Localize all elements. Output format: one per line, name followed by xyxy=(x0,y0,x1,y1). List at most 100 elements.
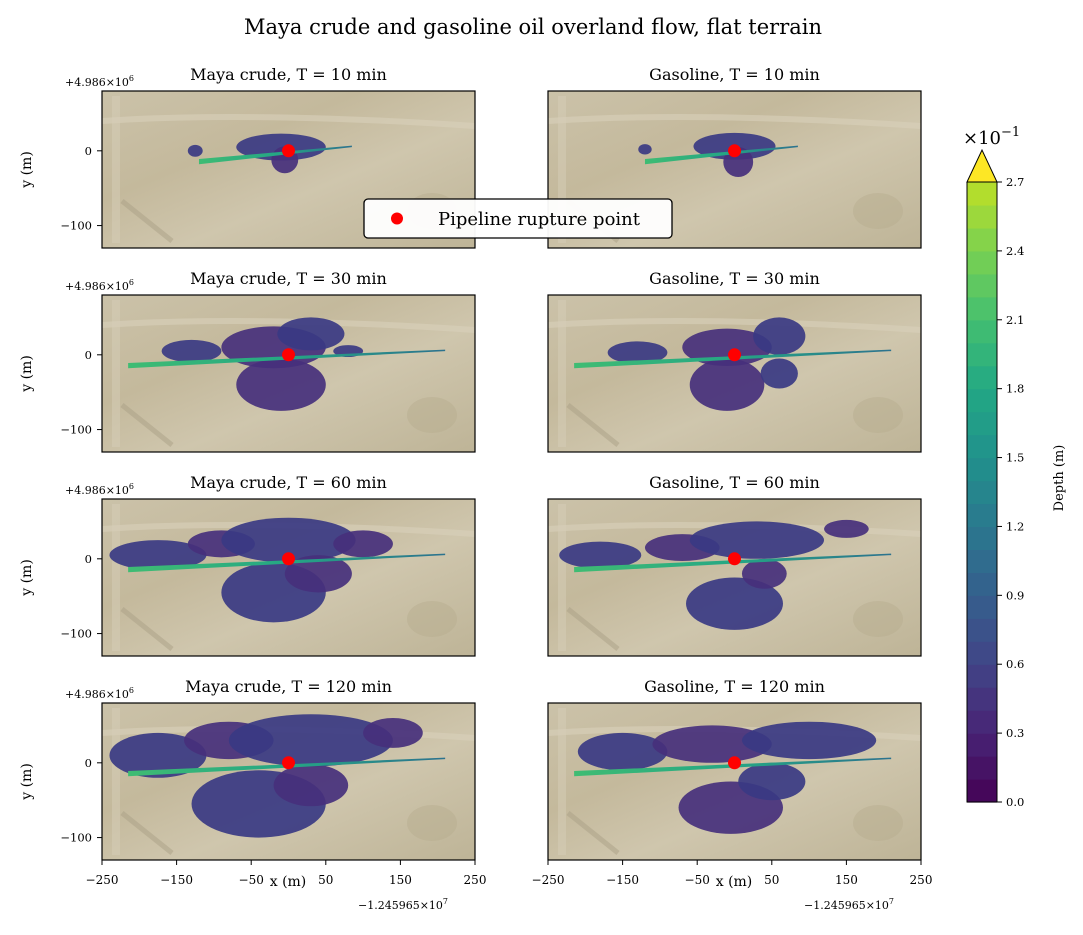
oil-pool xyxy=(187,144,203,157)
colorbar-segment xyxy=(967,687,997,711)
x-tick-label: 250 xyxy=(464,873,487,887)
x-tick-label: −250 xyxy=(86,873,119,887)
y-offset-label: +4.986×106 xyxy=(65,74,134,89)
legend-box xyxy=(363,198,673,239)
oil-pool xyxy=(607,341,668,364)
colorbar-segment xyxy=(967,595,997,619)
terrain-feature xyxy=(558,96,566,243)
oil-pool xyxy=(638,144,652,155)
oil-pool xyxy=(753,317,806,355)
colorbar-tick-label: 2.4 xyxy=(1006,244,1024,258)
y-tick-label: −100 xyxy=(60,831,92,845)
panel-frame xyxy=(547,702,922,861)
oil-pool xyxy=(284,555,352,593)
panel-title: Gasoline, T = 10 min xyxy=(649,65,820,84)
oil-pool xyxy=(741,558,787,589)
x-axis-labels: x (m) x (m) −1.245965×107 −1.245965×107 xyxy=(270,874,894,912)
colorbar-segment xyxy=(967,250,997,275)
panels-group: Maya crude, T = 10 min 0 −100 y (m) +4.986×1… xyxy=(19,65,932,887)
colorbar-segment xyxy=(967,572,997,596)
terrain-feature xyxy=(112,300,120,447)
colorbar-segment xyxy=(967,618,997,642)
colorbar-segment xyxy=(967,733,997,757)
oil-pool xyxy=(273,764,349,807)
colorbar-segment xyxy=(967,710,997,734)
terrain-feature xyxy=(548,318,921,333)
oil-pool xyxy=(109,540,207,571)
terrain-feature xyxy=(120,811,174,855)
y-tick-label: 0 xyxy=(85,348,92,362)
y-tick-label: 0 xyxy=(85,552,92,566)
oil-pool xyxy=(109,732,207,778)
terrain-feature xyxy=(407,805,457,841)
terrain-feature xyxy=(558,504,566,651)
oil-pool xyxy=(363,717,423,748)
terrain-feature xyxy=(566,811,620,855)
colorbar-extend-max xyxy=(966,148,998,183)
y-axis-label: y (m) xyxy=(19,355,35,393)
pipeline-spill xyxy=(644,145,798,165)
terrain-feature xyxy=(853,805,903,841)
oil-pool xyxy=(741,721,877,760)
colorbar-segment xyxy=(967,227,997,252)
rupture-point-marker xyxy=(282,348,295,362)
panel-title: Gasoline, T = 30 min xyxy=(649,269,820,288)
x-tick-label: 50 xyxy=(764,873,779,887)
terrain-feature xyxy=(120,199,174,243)
y-tick-label: −100 xyxy=(60,423,92,437)
figure-title: Maya crude and gasoline oil overland flo… xyxy=(244,15,822,39)
panel-plot-area xyxy=(102,703,475,860)
oil-pool xyxy=(738,762,806,801)
terrain-feature xyxy=(853,397,903,433)
terrain-feature xyxy=(558,300,566,447)
colorbar-segment xyxy=(967,641,997,665)
y-tick-label: −100 xyxy=(60,627,92,641)
legend: Pipeline rupture point xyxy=(363,198,673,239)
terrain-feature xyxy=(407,397,457,433)
x-tick-label: −150 xyxy=(606,873,639,887)
terrain-feature xyxy=(102,114,475,129)
x-tick-label: −250 xyxy=(532,873,565,887)
colorbar-segment xyxy=(967,503,997,528)
colorbar-segment xyxy=(967,388,997,413)
colorbar-segment xyxy=(967,411,997,436)
oil-pool xyxy=(686,577,783,630)
panel-frame xyxy=(101,294,476,453)
terrain-feature xyxy=(548,114,921,129)
colorbar-tick-label: 0.9 xyxy=(1006,588,1024,602)
colorbar-tick-label: 1.5 xyxy=(1006,451,1024,465)
colorbar-segment xyxy=(967,365,997,390)
y-offset-label: +4.986×106 xyxy=(65,482,134,497)
panel-frame xyxy=(547,294,922,453)
colorbar-segment xyxy=(967,296,997,321)
terrain-feature xyxy=(102,318,475,333)
colorbar-tick-label: 1.2 xyxy=(1006,519,1024,533)
colorbar-tick-label: 1.8 xyxy=(1006,382,1024,396)
oil-pool xyxy=(652,725,772,763)
panel-3: Maya crude, T = 30 min 0 −100 y (m) +4.986×1… xyxy=(19,269,476,453)
rupture-point-marker xyxy=(282,552,295,566)
rupture-point-marker xyxy=(728,552,741,566)
oil-pool xyxy=(333,530,393,558)
panel-plot-area xyxy=(548,499,921,656)
panel-5: Maya crude, T = 60 min 0 −100 y (m) +4.986×1… xyxy=(19,473,476,657)
x-tick-label: 150 xyxy=(389,873,412,887)
colorbar-tick-label: 2.7 xyxy=(1006,175,1024,189)
panel-frame xyxy=(101,702,476,861)
colorbar-segment xyxy=(967,273,997,298)
oil-pool xyxy=(221,517,356,563)
y-tick-label: 0 xyxy=(85,756,92,770)
colorbar-label: Depth (m) xyxy=(1052,445,1067,512)
oil-pool xyxy=(824,519,869,538)
panel-plot-area xyxy=(548,703,921,860)
x-axis-label-left: x (m) xyxy=(270,874,307,890)
terrain-feature xyxy=(112,708,120,855)
terrain-feature xyxy=(558,708,566,855)
oil-pool xyxy=(559,541,642,569)
panel-6: Gasoline, T = 60 min xyxy=(547,473,922,657)
x-offset-right: −1.245965×107 xyxy=(804,897,894,912)
colorbar-tick-label: 0.6 xyxy=(1006,657,1024,671)
colorbar: ×10−1 0.0 0.3 0.6 0.9 1.2 1.5 1.8 2.1 2.4 2.7 Dep… xyxy=(963,125,1067,809)
rupture-point-marker xyxy=(728,144,741,158)
